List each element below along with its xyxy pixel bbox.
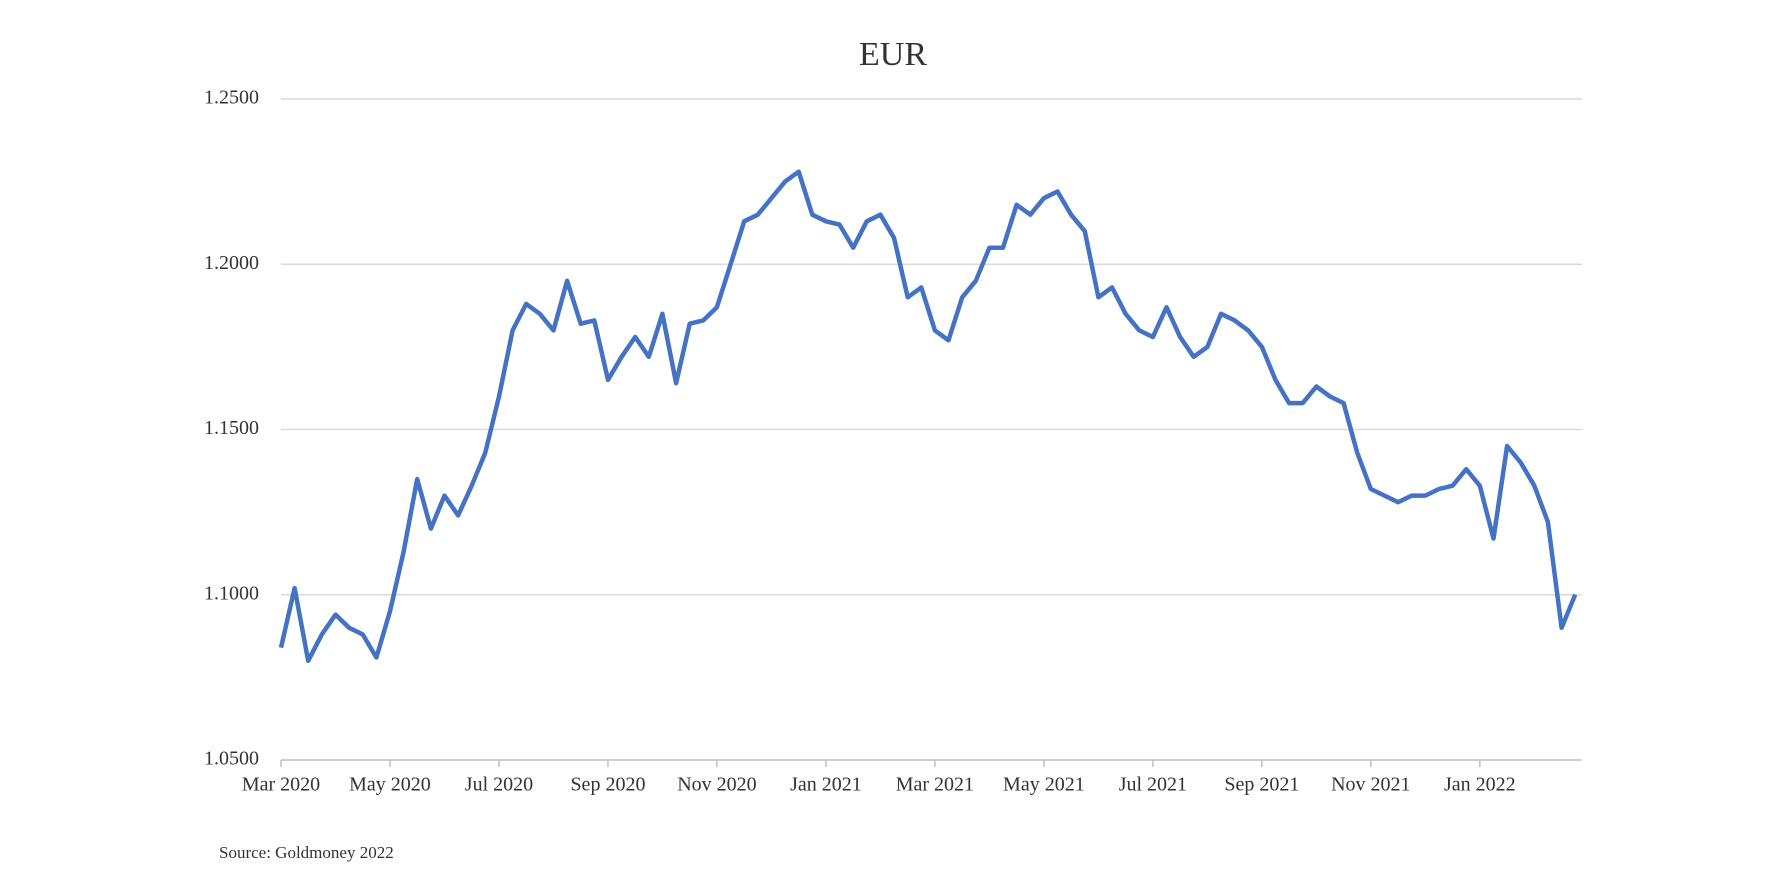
x-tick-label: Jul 2020 (465, 774, 533, 796)
x-tick-label: Mar 2020 (242, 774, 320, 796)
y-tick-label: 1.0500 (204, 748, 259, 770)
line-series (278, 169, 1578, 664)
x-tick-label: Sep 2021 (1224, 774, 1299, 796)
y-tick-label: 1.2500 (204, 87, 259, 109)
x-tick-label: Jan 2022 (1444, 774, 1516, 796)
y-tick-label: 1.2000 (204, 252, 259, 274)
x-tick-label: Nov 2020 (677, 774, 756, 796)
x-tick-label: Nov 2021 (1331, 774, 1410, 796)
x-tick-label: May 2021 (1003, 774, 1085, 796)
x-tick-label: Jul 2021 (1119, 774, 1187, 796)
x-tick-label: Mar 2021 (896, 774, 974, 796)
x-tick-label: Jan 2021 (790, 774, 862, 796)
x-tick-label: Sep 2020 (570, 774, 645, 796)
y-tick-label: 1.1000 (204, 582, 259, 604)
x-tick-label: May 2020 (349, 774, 431, 796)
chart-title: EUR (859, 36, 927, 73)
source-note: Source: Goldmoney 2022 (219, 843, 394, 862)
y-tick-label: 1.1500 (204, 417, 259, 439)
